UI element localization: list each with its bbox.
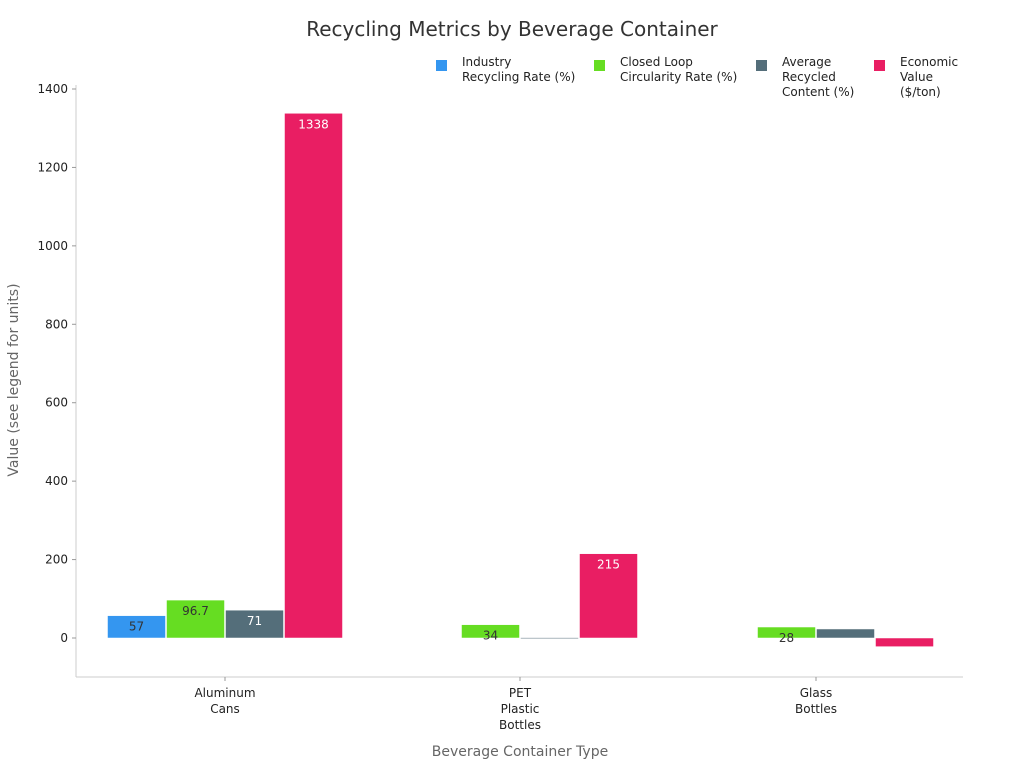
x-tick-label: Bottles: [499, 718, 541, 732]
y-tick-label: 800: [45, 317, 68, 331]
x-axis-title: Beverage Container Type: [432, 744, 608, 760]
bar: [875, 637, 934, 647]
legend-swatch: [874, 60, 885, 71]
legend-label: Recycling Rate (%): [462, 70, 575, 84]
bar: [461, 624, 520, 639]
legend-label: Economic: [900, 55, 958, 69]
x-tick-label: PET: [509, 686, 532, 700]
data-label: 28: [779, 631, 794, 645]
y-tick-label: 600: [45, 396, 68, 410]
x-tick-label: Plastic: [501, 702, 540, 716]
data-label: 71: [247, 614, 262, 628]
bar: [107, 615, 166, 639]
chart-title: Recycling Metrics by Beverage Container: [306, 17, 718, 41]
bar: [520, 637, 579, 639]
data-label: 96.7: [182, 604, 209, 618]
legend-swatch: [436, 60, 447, 71]
data-label: 1338: [298, 117, 329, 131]
y-tick-label: 1400: [37, 82, 68, 96]
y-tick-label: 1000: [37, 239, 68, 253]
y-tick-label: 0: [60, 631, 68, 645]
legend-label: Value: [900, 70, 933, 84]
y-axis-title: Value (see legend for units): [6, 283, 22, 476]
y-tick-label: 1200: [37, 160, 68, 174]
x-tick-label: Glass: [800, 686, 833, 700]
bar: [284, 113, 343, 639]
legend-swatch: [756, 60, 767, 71]
legend-label: Recycled: [782, 70, 836, 84]
bar: [166, 599, 225, 639]
legend-label: ($/ton): [900, 85, 941, 99]
y-tick-label: 200: [45, 553, 68, 567]
legend-label: Circularity Rate (%): [620, 70, 737, 84]
data-label: 34: [483, 629, 498, 643]
bar: [757, 626, 816, 639]
legend-label: Content (%): [782, 85, 854, 99]
bar: [579, 553, 638, 639]
bar: [225, 609, 284, 639]
y-tick-label: 400: [45, 474, 68, 488]
x-tick-label: Aluminum: [194, 686, 255, 700]
legend-label: Closed Loop: [620, 55, 693, 69]
bar: [816, 628, 875, 639]
data-label: 215: [597, 558, 620, 572]
data-label: 57: [129, 620, 144, 634]
legend-label: Industry: [462, 55, 511, 69]
x-tick-label: Cans: [210, 702, 240, 716]
legend-swatch: [594, 60, 605, 71]
x-tick-label: Bottles: [795, 702, 837, 716]
legend-label: Average: [782, 55, 831, 69]
